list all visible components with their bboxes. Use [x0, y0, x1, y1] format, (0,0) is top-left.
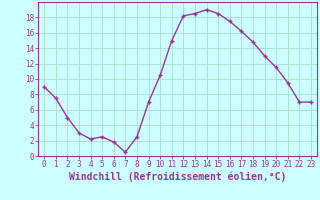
X-axis label: Windchill (Refroidissement éolien,°C): Windchill (Refroidissement éolien,°C): [69, 172, 286, 182]
